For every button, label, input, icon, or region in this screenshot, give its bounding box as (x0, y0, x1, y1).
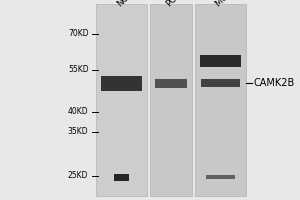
Bar (200, 55, 242, 67)
Bar (206, 175, 235, 179)
Text: Mouse brain: Mouse brain (214, 0, 258, 8)
Text: 40KD: 40KD (68, 108, 88, 116)
Bar (201, 79, 240, 87)
Bar (195, 4, 246, 196)
Text: CAMK2B: CAMK2B (254, 78, 295, 88)
Bar (114, 173, 129, 180)
Text: 35KD: 35KD (68, 128, 88, 136)
Bar (100, 76, 142, 90)
Text: 55KD: 55KD (68, 66, 88, 74)
Bar (155, 78, 187, 88)
Bar (150, 4, 192, 196)
Text: PC12: PC12 (165, 0, 187, 8)
Text: NCI-H460: NCI-H460 (115, 0, 151, 8)
Text: 70KD: 70KD (68, 29, 88, 38)
Bar (96, 4, 147, 196)
Text: 25KD: 25KD (68, 171, 88, 180)
